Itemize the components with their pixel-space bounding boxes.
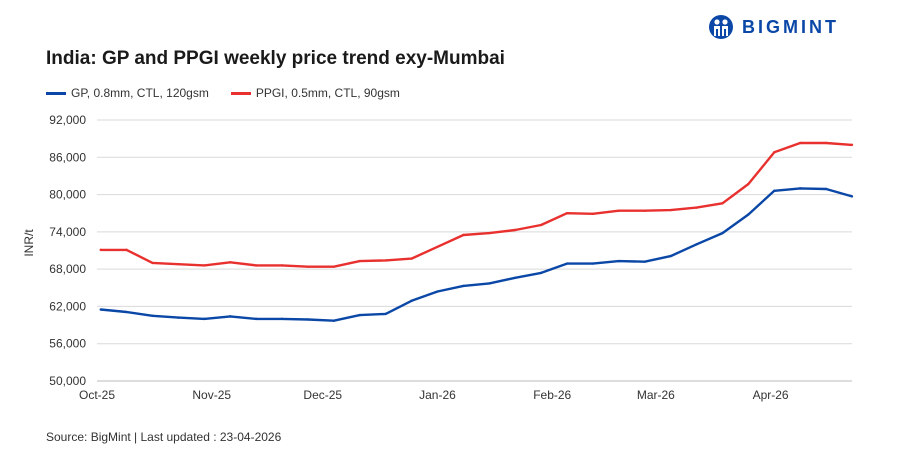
data-point bbox=[410, 299, 413, 303]
legend: GP, 0.8mm, CTL, 120gsm PPGI, 0.5mm, CTL,… bbox=[46, 86, 400, 100]
data-point bbox=[798, 187, 802, 190]
data-point bbox=[384, 312, 387, 316]
data-point bbox=[591, 262, 595, 265]
data-point bbox=[643, 260, 646, 263]
legend-label-ppgi: PPGI, 0.5mm, CTL, 90gsm bbox=[255, 86, 400, 100]
data-point bbox=[747, 213, 750, 216]
source-note: Source: BigMint | Last updated : 23-04-2… bbox=[46, 430, 282, 444]
y-tick-label: 68,000 bbox=[49, 262, 86, 276]
data-point bbox=[306, 318, 310, 321]
x-tick-label: Dec-25 bbox=[303, 388, 342, 402]
series-line-gp bbox=[100, 187, 853, 322]
data-point bbox=[514, 276, 517, 280]
data-point bbox=[695, 243, 698, 246]
data-point bbox=[229, 261, 232, 264]
data-point bbox=[177, 262, 180, 266]
y-tick-label: 62,000 bbox=[49, 299, 86, 313]
data-point bbox=[539, 271, 543, 275]
x-tick-label: Nov-25 bbox=[192, 388, 231, 402]
y-tick-label: 50,000 bbox=[49, 374, 86, 388]
series-line-ppgi bbox=[100, 141, 853, 268]
y-tick-label: 74,000 bbox=[49, 225, 86, 239]
x-tick-label: Apr-26 bbox=[753, 388, 789, 402]
data-point bbox=[384, 259, 387, 262]
data-point bbox=[850, 143, 854, 147]
data-point bbox=[721, 202, 724, 205]
legend-swatch-ppgi bbox=[230, 91, 251, 95]
data-point bbox=[306, 265, 310, 268]
data-point bbox=[539, 223, 543, 227]
logo-text: BIGMINT bbox=[742, 16, 839, 37]
data-point bbox=[254, 264, 258, 267]
data-point bbox=[643, 209, 646, 212]
data-point bbox=[669, 208, 672, 212]
y-axis-label: INR/t bbox=[22, 229, 36, 257]
data-point bbox=[565, 212, 569, 215]
data-point bbox=[332, 319, 336, 322]
data-point bbox=[773, 189, 776, 193]
data-point bbox=[721, 231, 724, 235]
data-point bbox=[358, 313, 361, 317]
chart-title: India: GP and PPGI weekly price trend ex… bbox=[46, 48, 505, 69]
data-point bbox=[332, 265, 336, 268]
data-point bbox=[798, 141, 802, 145]
data-point bbox=[824, 187, 828, 191]
y-tick-label: 80,000 bbox=[49, 188, 86, 202]
data-point bbox=[824, 141, 828, 145]
legend-item-gp: GP, 0.8mm, CTL, 120gsm bbox=[46, 86, 209, 100]
data-point bbox=[747, 182, 750, 186]
data-point bbox=[514, 228, 517, 232]
data-point bbox=[254, 317, 258, 321]
data-point bbox=[850, 195, 854, 198]
x-tick-label: Mar-26 bbox=[637, 388, 675, 402]
x-tick-label: Oct-25 bbox=[79, 388, 115, 402]
legend-swatch-gp bbox=[46, 91, 66, 95]
data-point bbox=[203, 264, 206, 267]
y-tick-label: 56,000 bbox=[49, 337, 86, 351]
data-point bbox=[99, 248, 102, 252]
data-point bbox=[358, 259, 361, 263]
data-point bbox=[617, 209, 621, 212]
data-point bbox=[125, 310, 128, 314]
data-point bbox=[436, 290, 439, 293]
data-point bbox=[773, 151, 776, 154]
bigmint-people-icon bbox=[709, 15, 733, 39]
legend-item-ppgi: PPGI, 0.5mm, CTL, 90gsm bbox=[230, 86, 400, 100]
data-point bbox=[99, 308, 102, 311]
data-point bbox=[669, 254, 672, 258]
data-point bbox=[462, 284, 465, 288]
data-point bbox=[125, 248, 128, 252]
data-point bbox=[617, 259, 621, 263]
data-point bbox=[591, 212, 595, 216]
y-tick-label: 92,000 bbox=[49, 113, 86, 127]
data-point bbox=[280, 317, 284, 321]
data-point bbox=[229, 315, 232, 318]
data-point bbox=[410, 257, 413, 260]
data-point bbox=[151, 314, 154, 317]
data-point bbox=[488, 231, 491, 235]
y-tick-label: 86,000 bbox=[49, 150, 86, 164]
data-point bbox=[565, 262, 569, 265]
data-point bbox=[151, 261, 154, 265]
data-point bbox=[280, 264, 284, 267]
logo: BIGMINT bbox=[708, 14, 839, 40]
data-point bbox=[462, 233, 465, 237]
data-point bbox=[695, 206, 698, 209]
x-tick-label: Feb-26 bbox=[533, 388, 571, 402]
legend-label-gp: GP, 0.8mm, CTL, 120gsm bbox=[71, 86, 209, 100]
data-point bbox=[488, 282, 491, 285]
data-point bbox=[203, 317, 206, 321]
data-point bbox=[436, 245, 439, 248]
data-point bbox=[177, 316, 180, 319]
x-tick-label: Jan-26 bbox=[419, 388, 456, 402]
